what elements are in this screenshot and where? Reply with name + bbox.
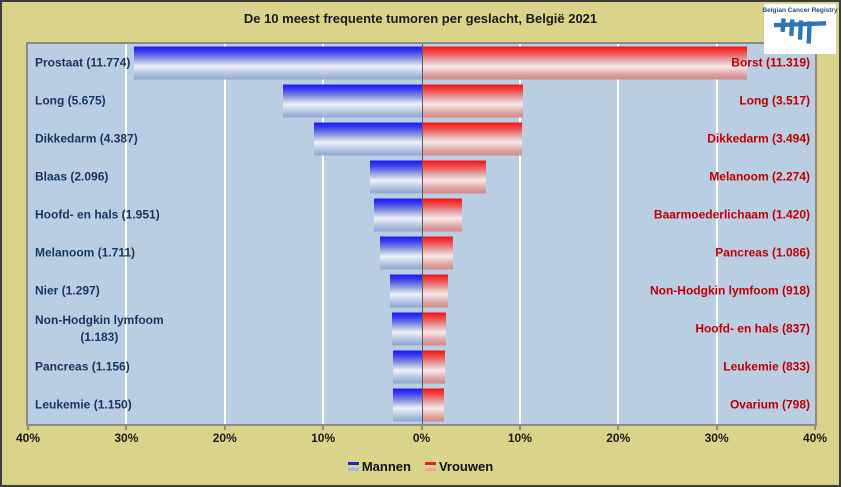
legend-label-vrouwen: Vrouwen <box>438 459 494 474</box>
men-category-label: Pancreas (1.156) <box>35 359 130 374</box>
bar-women <box>421 46 748 80</box>
bar-men <box>374 198 422 232</box>
chart-row: Blaas (2.096) Melanoom (2.274) <box>28 158 815 196</box>
men-category-label: Prostaat (11.774) <box>35 55 131 70</box>
women-category-label: Ovarium (798) <box>729 397 810 412</box>
legend-item-mannen: Mannen <box>347 459 411 474</box>
x-tickmark <box>322 426 324 430</box>
men-category-label: Hoofd- en hals (1.951) <box>35 207 160 222</box>
chart-row: Leukemie (1.150) Ovarium (798) <box>28 386 815 424</box>
chart-row: Hoofd- en hals (1.951) Baarmoederlichaam … <box>28 196 815 234</box>
bar-men <box>390 274 422 308</box>
x-tick-label: 30% <box>704 431 729 445</box>
men-swatch-icon <box>347 462 359 471</box>
women-category-label: Non-Hodgkin lymfoom (918) <box>649 283 810 298</box>
legend-label-mannen: Mannen <box>361 459 411 474</box>
men-category-label: Dikkedarm (4.387) <box>35 131 138 146</box>
women-category-label: Dikkedarm (3.494) <box>707 131 810 146</box>
gridline-20-right <box>617 44 620 424</box>
x-tickmark <box>421 426 422 430</box>
x-tickmark <box>716 426 718 430</box>
men-category-label: Non-Hodgkin lymfoom (1.183) <box>35 313 164 344</box>
bar-men <box>392 350 422 384</box>
x-tickmark <box>224 426 226 430</box>
women-swatch-icon <box>424 462 436 471</box>
chart-row: Non-Hodgkin lymfoom (1.183) Hoofd- en hal… <box>28 310 815 348</box>
men-category-label: Blaas (2.096) <box>35 169 109 184</box>
chart-title: De 10 meest frequente tumoren per geslac… <box>243 11 598 26</box>
x-tickmark <box>519 426 521 430</box>
gridline-30-right <box>715 44 718 424</box>
x-tick-label: 10% <box>507 431 532 445</box>
plot-area: Prostaat (11.774) Borst (11.319) Long (5.6… <box>26 42 817 426</box>
x-tick-label: 40% <box>15 431 41 445</box>
chart-row: Nier (1.297) Non-Hodgkin lymfoom (918) <box>28 272 815 310</box>
men-category-label: Leukemie (1.150) <box>35 397 132 412</box>
gridline-20-left <box>223 44 226 424</box>
bar-women <box>421 84 523 118</box>
women-category-label: Hoofd- en hals (837) <box>695 321 810 336</box>
bar-men <box>134 46 422 80</box>
men-category-label: Long (5.675) <box>35 93 106 108</box>
gridline-10-left <box>322 44 325 424</box>
women-category-label: Pancreas (1.086) <box>715 245 810 260</box>
zero-axis-line <box>421 44 423 424</box>
x-tick-label: 0% <box>412 431 431 445</box>
chart-row: Dikkedarm (4.387) Dikkedarm (3.494) <box>28 120 815 158</box>
x-axis-tickmarks <box>27 426 816 431</box>
legend-item-vrouwen: Vrouwen <box>424 459 494 474</box>
x-tickmark <box>814 426 816 430</box>
x-tick-label: 30% <box>114 431 139 445</box>
bar-rows: Prostaat (11.774) Borst (11.319) Long (5.6… <box>28 44 815 424</box>
men-category-label: Melanoom (1.711) <box>35 245 136 260</box>
x-tickmark <box>617 426 619 430</box>
x-tick-label: 10% <box>311 431 336 445</box>
chart-row: Pancreas (1.156) Leukemie (833) <box>28 348 815 386</box>
x-axis-labels: 40% 30% 20% 10% 0% 10% 20% 30% 40% <box>16 431 827 447</box>
men-category-label: Nier (1.297) <box>35 283 100 298</box>
legend: Mannen Vrouwen <box>2 459 839 474</box>
bar-men <box>370 160 422 194</box>
bar-women <box>421 198 463 232</box>
women-category-label: Melanoom (2.274) <box>709 169 810 184</box>
gridline-30-left <box>125 44 128 424</box>
chart-row: Prostaat (11.774) Borst (11.319) <box>28 44 815 82</box>
bcr-logo-text: Belgian Cancer Registry <box>762 7 838 14</box>
bar-women <box>421 350 446 384</box>
x-tick-label: 20% <box>212 431 237 445</box>
gridline-10-right <box>518 44 521 424</box>
women-category-label: Baarmoederlichaam (1.420) <box>653 207 810 222</box>
women-category-label: Borst (11.319) <box>731 55 810 70</box>
x-tickmark <box>27 426 29 430</box>
bar-men <box>392 312 422 346</box>
bar-women <box>421 274 449 308</box>
bar-women <box>421 312 446 346</box>
chart-row: Melanoom (1.711) Pancreas (1.086) <box>28 234 815 272</box>
bar-men <box>282 84 422 118</box>
x-tickmark <box>125 426 127 430</box>
bar-women <box>421 122 522 156</box>
bcr-logo: Belgian Cancer Registry <box>762 4 838 54</box>
x-tick-label: 20% <box>606 431 631 445</box>
x-tick-label: 40% <box>802 431 828 445</box>
women-category-label: Leukemie (833) <box>723 359 810 374</box>
bar-women <box>421 236 453 270</box>
tally-marks-icon <box>773 18 827 44</box>
bar-men <box>379 236 422 270</box>
bar-women <box>421 160 487 194</box>
women-category-label: Long (3.517) <box>739 93 810 108</box>
bar-women <box>421 388 445 422</box>
bar-men <box>393 388 422 422</box>
chart-row: Long (5.675) Long (3.517) <box>28 82 815 120</box>
bar-men <box>314 122 422 156</box>
